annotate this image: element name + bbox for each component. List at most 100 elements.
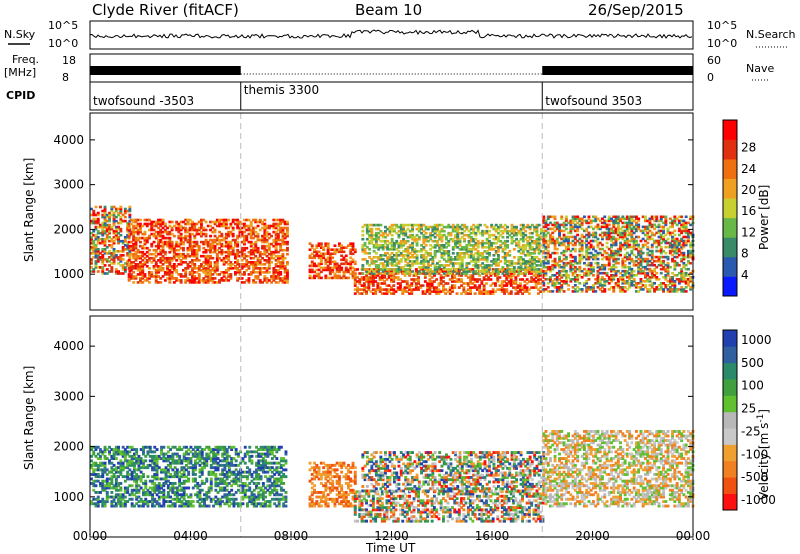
power-cell: [204, 254, 208, 258]
power-cell: [411, 260, 414, 263]
power-cell: [530, 231, 534, 235]
power-cell: [229, 222, 233, 226]
power-cell: [612, 223, 616, 227]
power-cell: [229, 275, 233, 278]
power-cell: [247, 240, 251, 244]
power-cell: [412, 274, 416, 277]
power-cell: [182, 240, 185, 244]
power-cell: [449, 225, 453, 229]
power-cell: [677, 243, 681, 247]
power-cell: [510, 241, 514, 245]
power-cell: [252, 269, 255, 272]
power-cell: [274, 281, 278, 284]
power-cell: [463, 237, 466, 241]
power-cell: [689, 251, 693, 255]
power-cell: [668, 265, 672, 269]
power-cell: [569, 267, 573, 271]
power-cell: [451, 284, 454, 287]
power-cell: [193, 277, 197, 280]
power-cell: [370, 260, 374, 263]
power-cell: [689, 231, 693, 235]
power-cell: [186, 252, 190, 256]
power-cell: [96, 231, 100, 235]
power-cell: [530, 223, 534, 227]
power-cell: [616, 217, 620, 221]
power-cell: [625, 288, 629, 291]
power-cell: [430, 276, 434, 279]
power-cell: [614, 259, 618, 263]
power-cell: [433, 225, 437, 229]
power-cell: [117, 270, 120, 273]
power-cell: [368, 264, 371, 267]
power-cell: [368, 235, 371, 239]
power-cell: [473, 280, 477, 283]
power-cell: [481, 268, 485, 271]
power-cell: [684, 235, 688, 239]
power-cell: [583, 219, 586, 223]
power-cell: [487, 292, 491, 295]
power-cell: [659, 261, 663, 265]
power-cell: [363, 244, 367, 247]
power-cell: [447, 252, 451, 255]
power-cell: [175, 244, 179, 248]
power-cell: [687, 235, 690, 239]
power-cell: [96, 260, 100, 263]
power-cell: [601, 278, 604, 281]
power-cell: [682, 243, 686, 247]
power-cell: [677, 288, 681, 291]
power-cell: [641, 231, 645, 235]
power-cell: [605, 245, 609, 249]
power-cell: [553, 265, 557, 269]
power-cell: [224, 244, 228, 248]
power-cell: [161, 240, 165, 244]
power-cell: [213, 220, 217, 224]
power-cell: [263, 259, 267, 262]
power-cell: [635, 286, 638, 289]
power-cell: [90, 231, 93, 235]
power-cell: [365, 278, 368, 281]
power-cell: [340, 246, 344, 249]
power-cell: [494, 272, 497, 275]
power-cell: [338, 268, 341, 272]
power-cell: [319, 270, 323, 274]
power-cell: [487, 290, 491, 293]
power-cell: [121, 268, 125, 271]
power-cell: [451, 288, 454, 291]
power-cell: [103, 252, 107, 255]
power-cell: [628, 255, 632, 259]
power-cell: [417, 270, 421, 273]
power-cell: [236, 250, 240, 254]
power-cell: [114, 227, 118, 231]
freq-block: [542, 66, 693, 75]
power-cell: [206, 244, 210, 248]
power-cell: [281, 254, 285, 258]
power-cell: [202, 250, 206, 254]
power-cell: [252, 248, 255, 252]
power-cell: [540, 268, 543, 271]
power-cell: [159, 261, 163, 264]
power-cell: [632, 241, 636, 245]
power-cell: [386, 262, 390, 265]
power-cell: [117, 250, 120, 253]
power-cell: [653, 255, 656, 259]
power-cell: [254, 275, 258, 278]
power-cell: [662, 267, 665, 271]
power-cell: [132, 252, 136, 256]
power-cell: [168, 256, 172, 260]
power-cell: [211, 273, 215, 276]
power-cell: [616, 257, 620, 261]
power-cell: [395, 258, 399, 261]
power-cell: [463, 248, 466, 251]
power-cell: [684, 263, 688, 267]
power-cell: [252, 271, 255, 274]
power-cell: [240, 263, 244, 266]
power-cell: [433, 254, 437, 257]
power-cell: [610, 229, 613, 233]
power-cell: [469, 250, 473, 253]
power-cell: [195, 228, 199, 232]
power-cell: [621, 225, 625, 229]
power-cell: [644, 284, 647, 287]
power-cell: [488, 248, 491, 251]
power-cell: [331, 256, 335, 260]
power-cell: [610, 227, 613, 231]
